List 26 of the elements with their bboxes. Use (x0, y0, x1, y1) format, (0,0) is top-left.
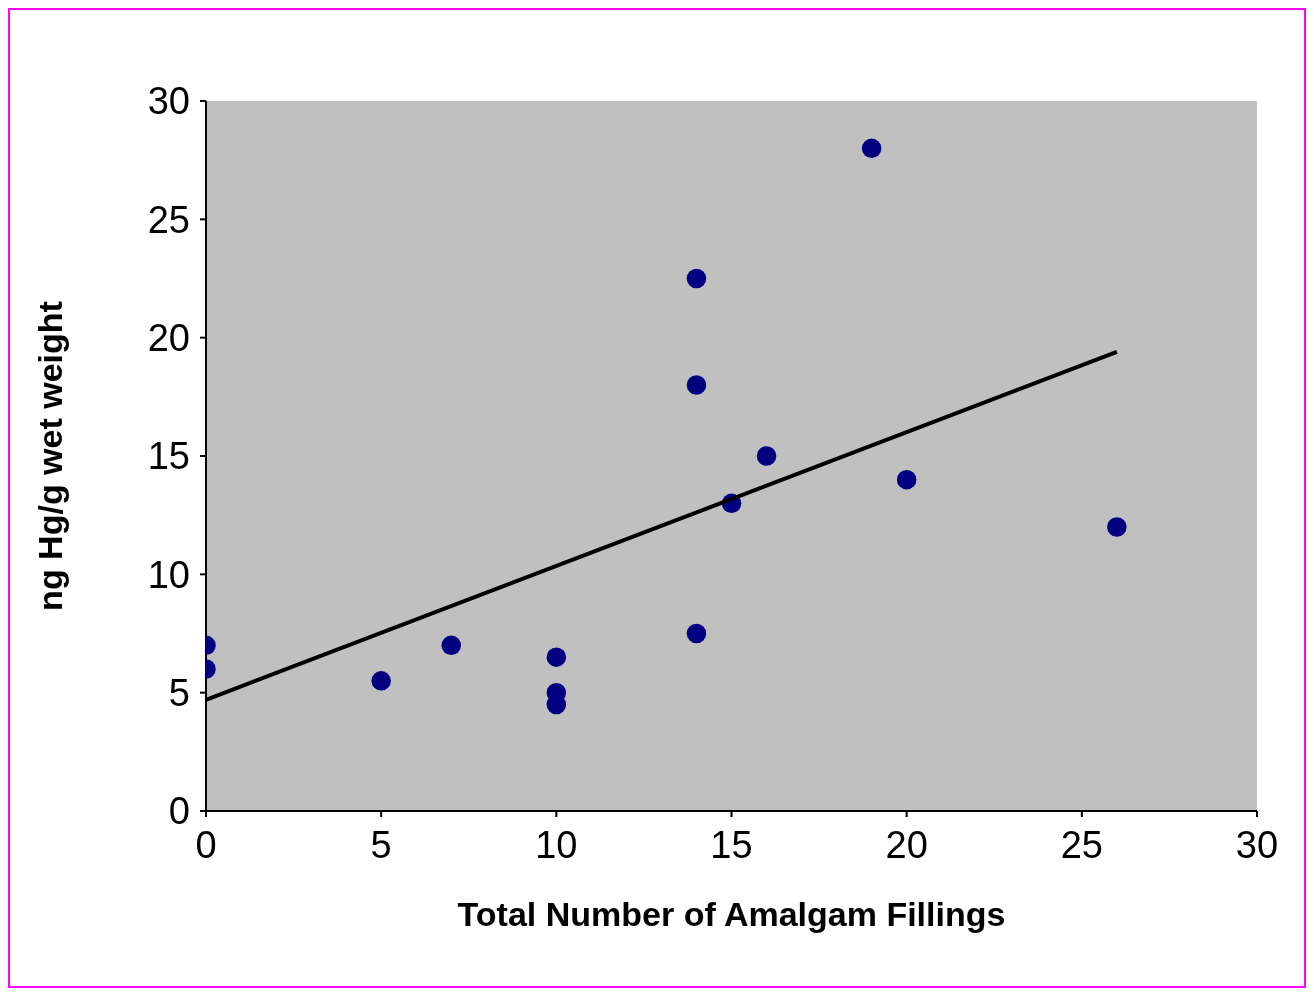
y-axis-title: ng Hg/g wet weight (31, 301, 70, 611)
point (371, 671, 391, 691)
y-tick-label: 10 (147, 553, 190, 596)
y-tick-label: 25 (147, 198, 190, 241)
point (441, 635, 462, 656)
point (896, 469, 917, 490)
point (546, 647, 567, 667)
x-tick-label: 10 (535, 823, 578, 866)
y-tick-label: 0 (168, 790, 190, 833)
x-tick-label: 30 (1235, 823, 1279, 866)
point (686, 623, 707, 644)
point (686, 268, 707, 289)
x-tick-label: 20 (885, 823, 928, 866)
point (686, 375, 707, 395)
x-tick-label: 0 (195, 823, 217, 866)
point (756, 446, 777, 466)
y-tick-label: 30 (147, 80, 190, 123)
y-tick-label: 20 (147, 317, 190, 360)
point (861, 138, 882, 159)
x-tick-label: 5 (370, 823, 392, 866)
x-tick-label: 25 (1060, 823, 1103, 866)
y-tick-label: 5 (168, 672, 190, 715)
y-tick-label: 15 (147, 435, 190, 478)
point (1107, 517, 1127, 537)
x-tick-label: 15 (710, 823, 753, 866)
x-axis-title: Total Number of Amalgam Fillings (457, 895, 1006, 933)
